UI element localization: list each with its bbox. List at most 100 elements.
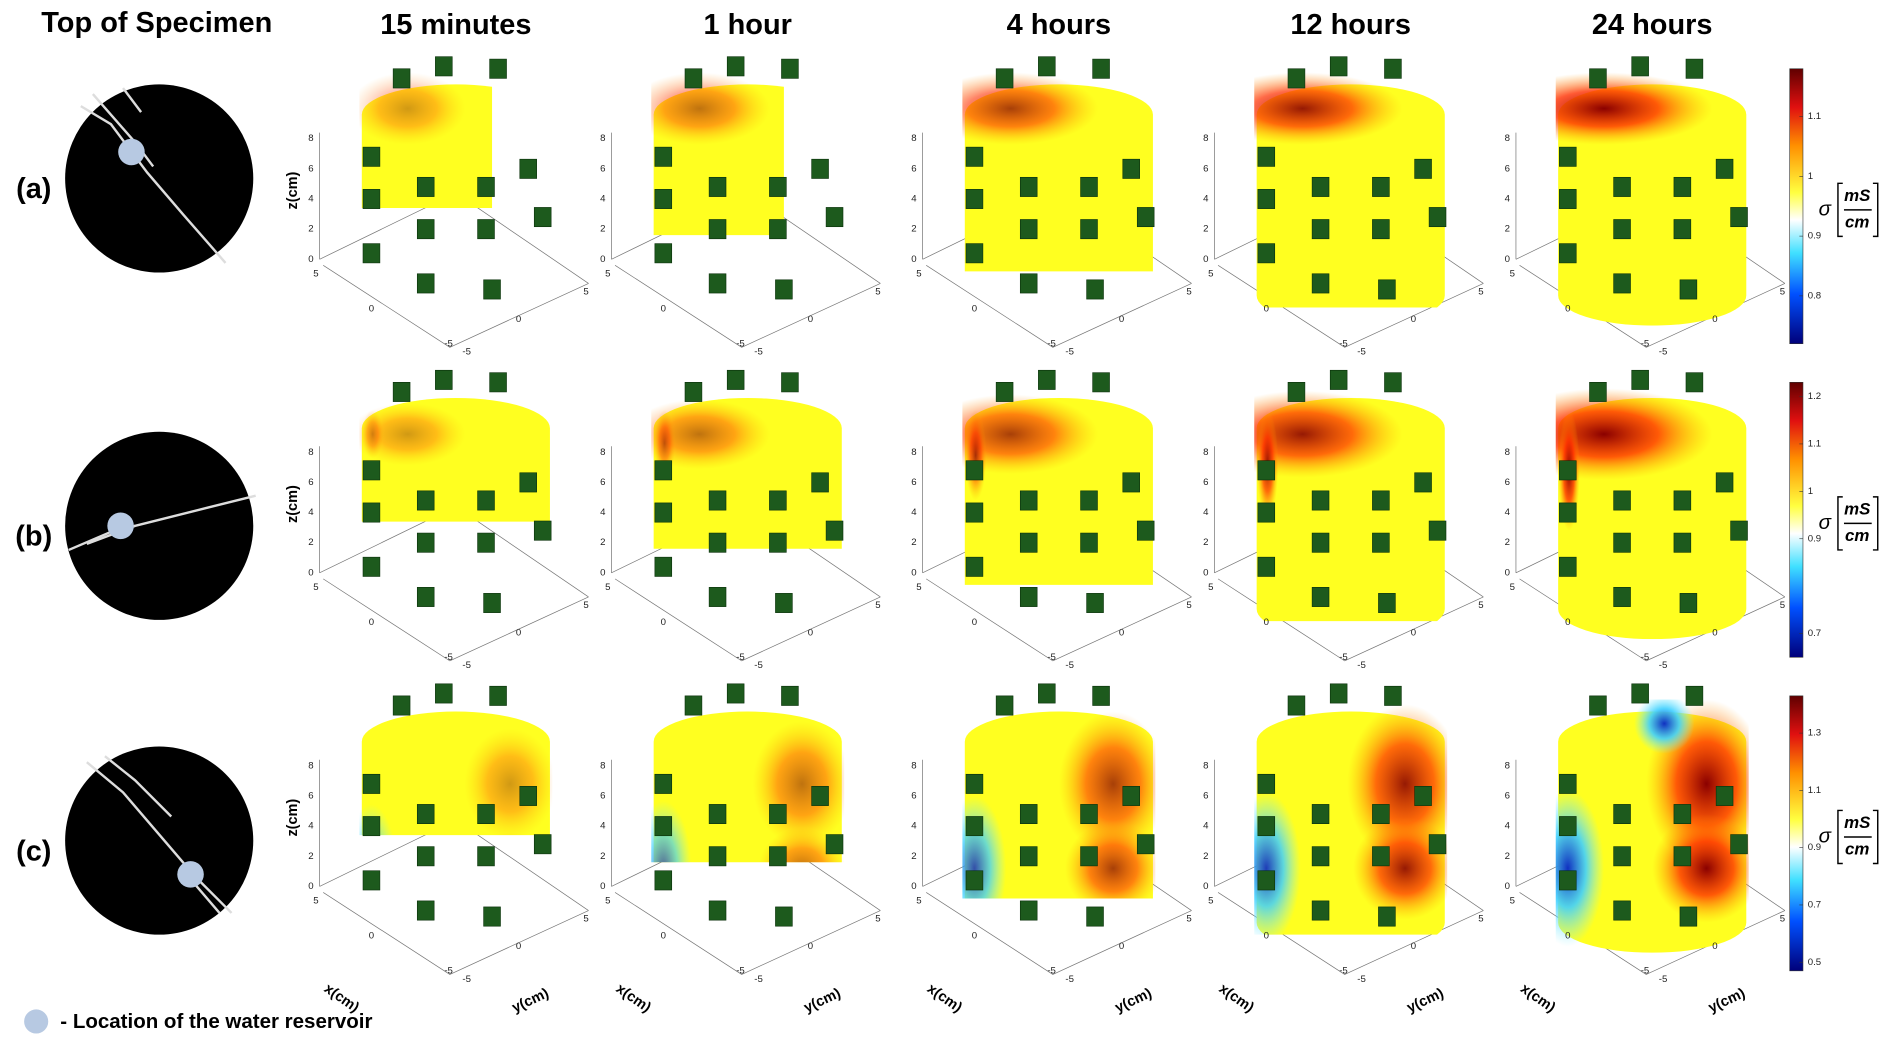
electrode [1731, 521, 1748, 540]
electrode [1312, 587, 1329, 606]
electrode [709, 177, 726, 196]
electrode [1258, 774, 1275, 793]
z-tick-label: 8 [600, 133, 605, 144]
z-tick-label: 2 [308, 224, 313, 235]
electrode [417, 804, 434, 823]
z-tick-label: 4 [600, 821, 606, 832]
electrode [1614, 847, 1631, 866]
electrode [655, 461, 672, 480]
electrode [1384, 373, 1401, 392]
x-tick-label: 5 [605, 268, 610, 279]
x-tick-label: 5 [605, 582, 610, 593]
z-tick-label: 8 [1203, 133, 1208, 144]
electrode [1415, 159, 1432, 178]
electrode [1312, 274, 1329, 293]
y-tick-label: -5 [1065, 974, 1074, 985]
electrode [1372, 847, 1389, 866]
z-tick-label: 4 [911, 507, 917, 518]
x-tick-label: 0 [1565, 303, 1570, 314]
x-tick-label: 0 [972, 303, 977, 314]
x-axis-label: x(cm) [1216, 981, 1257, 1016]
electrode [417, 491, 434, 510]
electrode [1716, 159, 1733, 178]
electrode [1559, 816, 1576, 835]
y-tick-label: 5 [583, 286, 588, 297]
z-tick-label: 2 [1505, 537, 1510, 548]
electrode [1686, 373, 1703, 392]
z-tick-label: 2 [1505, 851, 1510, 862]
electrode [709, 901, 726, 920]
colorbar-tick-label: 1 [1808, 486, 1813, 497]
electrode [769, 847, 786, 866]
electrode [1258, 461, 1275, 480]
electrode [685, 696, 702, 715]
colorbar-unit-numerator: mS [1844, 186, 1871, 205]
electrode [1288, 382, 1305, 401]
y-tick-label: 5 [1780, 914, 1785, 925]
hot-band [362, 410, 384, 458]
electrode [1559, 461, 1576, 480]
electrode [1258, 244, 1275, 263]
z-tick-label: 6 [911, 791, 916, 802]
y-tick-label: 5 [1478, 286, 1483, 297]
colorbar [1790, 696, 1803, 971]
y-tick-label: 0 [1411, 941, 1416, 952]
electrode [1081, 533, 1098, 552]
y-tick-label: 0 [516, 314, 521, 325]
x-tick-label: 0 [369, 303, 374, 314]
electrode [1716, 786, 1733, 805]
electrode [1081, 847, 1098, 866]
specimen-top [65, 747, 253, 935]
electrode [1686, 59, 1703, 78]
x-tick-label: 0 [1264, 617, 1269, 628]
z-tick-label: 2 [911, 537, 916, 548]
electrode [1559, 503, 1576, 522]
z-tick-label: 6 [1505, 477, 1510, 488]
panel: 0246850-5-505 [600, 370, 881, 671]
z-tick-label: 2 [308, 851, 313, 862]
panel: 0246850-5-505 [911, 370, 1192, 671]
z-axis-label: z(cm) [285, 171, 301, 209]
electrode [417, 587, 434, 606]
z-tick-label: 6 [1203, 477, 1208, 488]
figure: Top of Specimen - Location of the water … [0, 0, 1891, 1037]
x-tick-label: 0 [369, 617, 374, 628]
electrode [1288, 69, 1305, 88]
electrode [1372, 533, 1389, 552]
electrode [1038, 684, 1055, 703]
electrode [966, 461, 983, 480]
electrode [1716, 473, 1733, 492]
electrode [1674, 177, 1691, 196]
electrode [1429, 521, 1446, 540]
z-tick-label: 0 [308, 254, 313, 265]
colorbar-tick-label: 1.1 [1808, 438, 1821, 449]
cold-zone [1232, 792, 1301, 944]
electrode [1614, 491, 1631, 510]
y-tick-label: 5 [875, 600, 880, 611]
electrode [417, 274, 434, 293]
panel: 0246850-5-505z(cm)x(cm)y(cm) [285, 684, 589, 1016]
electrode [966, 557, 983, 576]
colorbar-tick-label: 0.9 [1808, 533, 1821, 544]
y-tick-label: 0 [516, 628, 521, 639]
electrode [1330, 370, 1347, 389]
z-tick-label: 8 [308, 760, 313, 771]
colorbar [1790, 382, 1803, 657]
hot-zone [1202, 391, 1402, 478]
y-tick-label: 5 [1186, 914, 1191, 925]
x-tick-label: -5 [1047, 965, 1056, 976]
y-tick-label: 5 [875, 914, 880, 925]
y-tick-label: 0 [1119, 628, 1124, 639]
panel: 0246850-5-505 [1495, 57, 1785, 358]
electrode [1614, 587, 1631, 606]
electrode [1312, 847, 1329, 866]
electrode [490, 373, 507, 392]
x-tick-label: 0 [1565, 617, 1570, 628]
y-tick-label: 5 [875, 286, 880, 297]
electrode [1378, 907, 1395, 926]
electrode [1020, 847, 1037, 866]
electrode [484, 280, 501, 299]
electrode [1081, 177, 1098, 196]
hot-zone [923, 394, 1098, 474]
panel: 0246850-5-505 [600, 57, 881, 358]
